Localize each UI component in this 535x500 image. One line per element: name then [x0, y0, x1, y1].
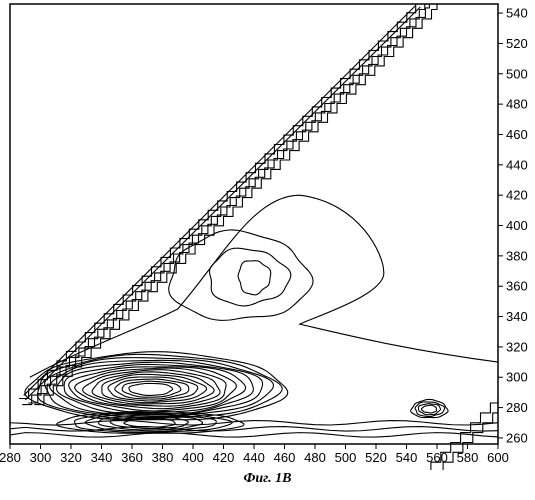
y-tick-label: 260	[506, 430, 528, 445]
y-tick-label: 380	[506, 248, 528, 263]
x-tick-label: 320	[60, 450, 82, 465]
x-tick-label: 560	[426, 450, 448, 465]
y-tick-label: 480	[506, 97, 528, 112]
x-tick-label: 340	[91, 450, 113, 465]
figure-caption: Фиг. 1B	[0, 471, 535, 487]
outer-contour	[30, 195, 498, 377]
peak-b-contour	[129, 383, 173, 395]
x-tick-label: 360	[121, 450, 143, 465]
scatter-band-line	[25, 7, 420, 400]
x-axis: 280 300 320 340 360 380 400 420 440 460 480 500 520 5…	[0, 444, 509, 465]
x-tick-label: 380	[152, 450, 174, 465]
baseline-contour	[10, 433, 498, 437]
y-tick-label: 360	[506, 279, 528, 294]
plot-frame	[10, 4, 498, 444]
peak-a-contour	[210, 248, 291, 306]
x-tick-label: 420	[213, 450, 235, 465]
second-order-band	[403, 408, 498, 470]
x-tick-label: 580	[457, 450, 479, 465]
y-tick-label: 280	[506, 400, 528, 415]
y-tick-label: 300	[506, 370, 528, 385]
y-axis: 260 280 300 320 340 360 380 400 420 440 460 480 500 5…	[498, 6, 528, 446]
y-tick-label: 440	[506, 157, 528, 172]
y-tick-label: 540	[506, 6, 528, 21]
second-order-contour	[421, 405, 436, 413]
scatter-band-edge	[22, 4, 425, 405]
x-tick-label: 460	[274, 450, 296, 465]
y-tick-label: 460	[506, 127, 528, 142]
contour-plot: 280 300 320 340 360 380 400 420 440 460 480 500 520 5…	[0, 0, 535, 470]
baseline-contour	[10, 421, 498, 425]
x-tick-label: 500	[335, 450, 357, 465]
x-tick-label: 480	[304, 450, 326, 465]
y-tick-label: 340	[506, 309, 528, 324]
x-tick-label: 300	[30, 450, 52, 465]
x-tick-label: 400	[182, 450, 204, 465]
y-tick-label: 400	[506, 218, 528, 233]
x-tick-label: 600	[487, 450, 509, 465]
y-tick-label: 520	[506, 36, 528, 51]
peak-a-contour	[238, 261, 271, 295]
y-tick-label: 420	[506, 188, 528, 203]
y-tick-label: 320	[506, 339, 528, 354]
peak-b-contour	[115, 379, 189, 399]
x-tick-label: 280	[0, 450, 21, 465]
x-tick-label: 520	[365, 450, 387, 465]
scatter-band-edge	[19, 4, 416, 399]
contour-lines	[10, 4, 498, 470]
x-tick-label: 540	[396, 450, 418, 465]
y-tick-label: 500	[506, 66, 528, 81]
x-tick-label: 440	[243, 450, 265, 465]
